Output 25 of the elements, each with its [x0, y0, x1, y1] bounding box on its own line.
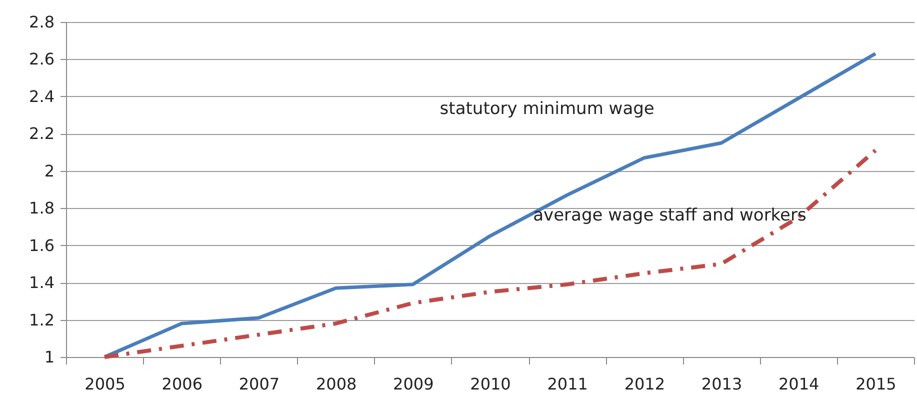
text: statutory minimum wage	[440, 99, 654, 120]
x-tick-label: 2012	[624, 374, 666, 394]
y-tick-label: 1.4	[29, 273, 54, 292]
y-tick-label: 2.4	[29, 86, 54, 106]
y-tick-label: 2	[44, 161, 54, 180]
x-tick-label: 2008	[316, 374, 357, 394]
x-tick-label: 2014	[778, 374, 820, 394]
y-tick-label: 1.2	[29, 310, 54, 330]
y-tick-label: 1	[44, 348, 54, 366]
y-tick-label: 2.2	[29, 124, 54, 144]
x-tick-label: 2005	[84, 374, 126, 394]
x-tick-label: 2009	[393, 374, 434, 394]
line-series	[102, 52, 878, 359]
y-tick-label: 2.8	[29, 12, 54, 32]
x-tick-label: 2013	[701, 374, 742, 394]
x-tick-label: 2015	[856, 374, 896, 394]
x-tick-label: 2007	[238, 374, 280, 394]
y-tick-label: 2.6	[29, 50, 54, 69]
line-series	[102, 148, 878, 359]
series-label: average wage staff and workers	[533, 205, 806, 226]
y-tick-label: 1.6	[29, 236, 54, 255]
x-tick-label: 2011	[547, 374, 588, 394]
x-tick-label: 2006	[162, 374, 202, 394]
y-tick-label: 1.8	[29, 198, 54, 218]
x-tick-label: 2010	[470, 374, 511, 394]
